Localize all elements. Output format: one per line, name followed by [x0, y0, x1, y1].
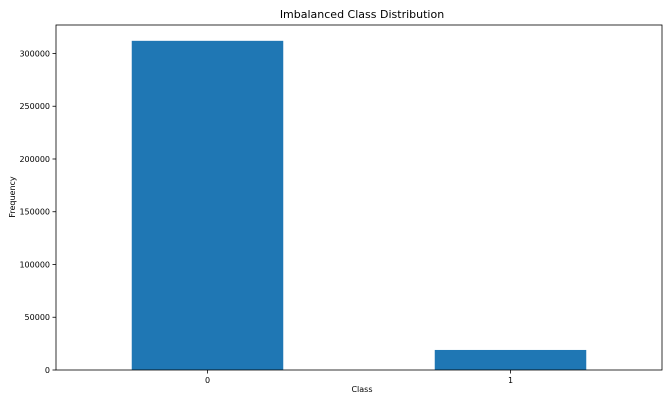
bar-class-1: [434, 349, 587, 370]
x-tick-label: 1: [508, 376, 513, 385]
x-axis-label: Class: [351, 385, 372, 394]
plot-frame: [55, 24, 663, 371]
bars: [131, 40, 587, 371]
y-axis-ticks: 0 50000 100000 150000 200000 250000 300000: [19, 49, 56, 375]
chart-title: Imbalanced Class Distribution: [280, 8, 444, 21]
x-tick-label: 0: [205, 376, 210, 385]
y-tick-label: 0: [45, 366, 50, 375]
y-tick-label: 150000: [19, 208, 50, 217]
y-tick-label: 250000: [19, 102, 50, 111]
y-tick-label: 50000: [25, 313, 50, 322]
y-tick-label: 200000: [19, 155, 50, 164]
y-axis-label: Frequency: [8, 176, 17, 218]
bar-class-0: [131, 40, 284, 371]
y-tick-label: 100000: [19, 260, 50, 269]
y-tick-label: 300000: [19, 49, 50, 58]
